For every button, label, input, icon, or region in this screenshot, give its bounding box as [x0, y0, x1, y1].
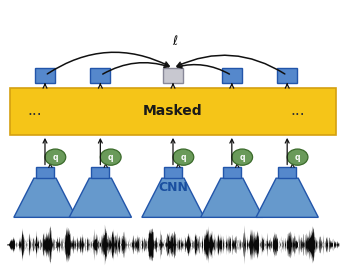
FancyArrowPatch shape [47, 52, 169, 74]
Text: q: q [53, 153, 58, 162]
Bar [90, 68, 110, 83]
Bar [164, 167, 182, 178]
Text: CNN: CNN [158, 181, 188, 194]
FancyArrowPatch shape [177, 64, 229, 74]
Circle shape [45, 149, 66, 165]
Bar [223, 167, 241, 178]
Polygon shape [142, 178, 204, 217]
Text: Masked: Masked [143, 104, 203, 118]
Text: q: q [181, 153, 186, 162]
Text: ...: ... [27, 103, 42, 118]
Bar [36, 167, 54, 178]
Text: q: q [239, 153, 245, 162]
Text: q: q [295, 153, 300, 162]
Text: ...: ... [290, 103, 305, 118]
Polygon shape [69, 178, 131, 217]
Polygon shape [14, 178, 76, 217]
Circle shape [173, 149, 194, 165]
FancyArrowPatch shape [177, 55, 285, 74]
Circle shape [100, 149, 121, 165]
Polygon shape [201, 178, 263, 217]
Text: ℓ: ℓ [172, 35, 177, 48]
Bar [91, 167, 109, 178]
Circle shape [232, 149, 253, 165]
Text: q: q [108, 153, 113, 162]
Bar [163, 68, 183, 83]
Bar [222, 68, 242, 83]
FancyArrowPatch shape [103, 63, 169, 74]
Bar [277, 68, 297, 83]
Bar [278, 167, 296, 178]
Bar [10, 88, 336, 135]
Circle shape [287, 149, 308, 165]
Bar [35, 68, 55, 83]
Polygon shape [256, 178, 318, 217]
